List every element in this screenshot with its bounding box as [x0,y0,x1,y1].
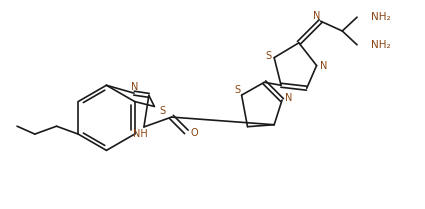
Text: N: N [320,61,327,70]
Text: N: N [313,11,320,21]
Text: N: N [131,82,139,92]
Text: NH₂: NH₂ [371,12,391,22]
Text: S: S [265,51,271,61]
Text: S: S [235,85,241,95]
Text: NH₂: NH₂ [371,40,391,50]
Text: O: O [190,128,198,138]
Text: S: S [159,106,165,116]
Text: N: N [285,93,293,103]
Text: NH: NH [133,129,147,139]
